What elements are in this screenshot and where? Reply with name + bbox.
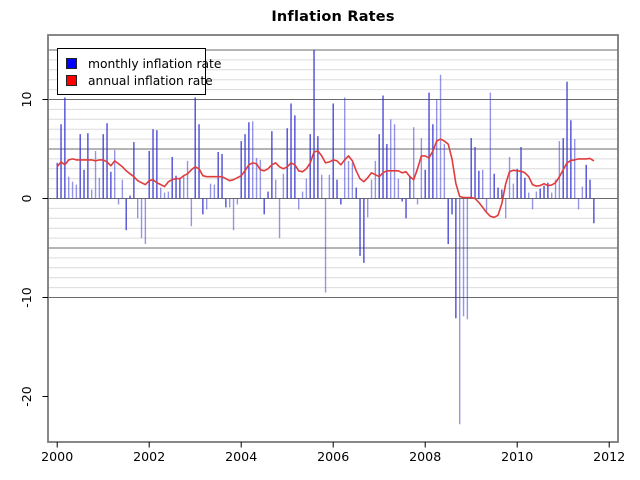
y-tick-label: 0	[19, 194, 34, 202]
y-tick-label: 10	[19, 91, 34, 107]
x-tick-label: 2010	[501, 449, 533, 464]
x-tick-label: 2000	[41, 449, 73, 464]
x-tick-label: 2004	[225, 449, 257, 464]
legend-label-monthly: monthly inflation rate	[88, 56, 222, 71]
legend-label-annual: annual inflation rate	[88, 73, 213, 88]
x-tick-label: 2012	[593, 449, 625, 464]
annual-series-swatch-icon	[66, 75, 77, 86]
y-tick-label: -10	[19, 287, 34, 308]
x-tick-label: 2008	[409, 449, 441, 464]
chart-legend: monthly inflation rate annual inflation …	[57, 48, 221, 95]
chart-title: Inflation Rates	[271, 9, 395, 25]
x-tick-label: 2002	[133, 449, 165, 464]
y-tick-label: -20	[19, 386, 34, 407]
legend-item-monthly: monthly inflation rate	[66, 55, 221, 72]
annual-line	[56, 138, 595, 219]
x-tick-label: 2006	[317, 449, 349, 464]
legend-item-annual: annual inflation rate	[66, 72, 213, 89]
monthly-series-swatch-icon	[66, 58, 77, 69]
